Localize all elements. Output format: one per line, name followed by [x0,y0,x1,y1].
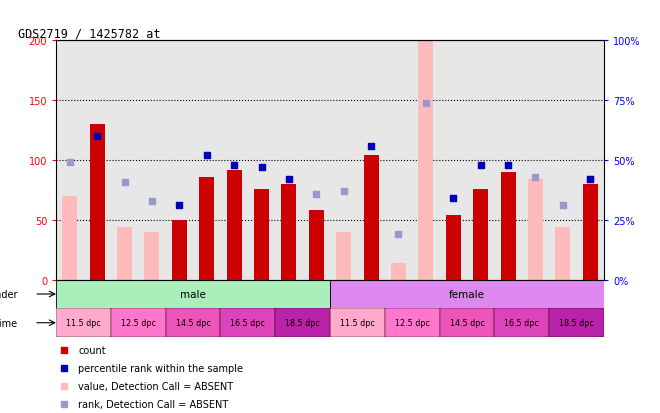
Bar [62,197,77,280]
Bar [549,41,577,280]
Bar [330,280,604,309]
Bar [117,228,132,280]
Point [65,160,75,166]
Bar [254,189,269,280]
Point [147,198,157,204]
Text: 11.5 dpc: 11.5 dpc [66,318,101,328]
Text: 18.5 dpc: 18.5 dpc [559,318,594,328]
Bar [248,41,275,280]
Bar [446,216,461,280]
Bar [199,177,214,280]
Bar [220,41,248,280]
Text: male: male [180,290,206,299]
Bar [549,309,604,337]
Bar [521,41,549,280]
Point [558,203,568,209]
Bar [336,232,351,280]
Bar [391,263,406,280]
Text: 14.5 dpc: 14.5 dpc [449,318,484,328]
Point [503,162,513,169]
Point [339,188,349,195]
Text: rank, Detection Call = ABSENT: rank, Detection Call = ABSENT [78,399,228,409]
Point [256,164,267,171]
Bar [220,309,275,337]
Point [366,143,376,150]
Bar [330,41,358,280]
Text: GDS2719 / 1425782_at: GDS2719 / 1425782_at [18,27,160,40]
Text: time: time [0,318,18,328]
Point [585,176,595,183]
Bar [364,156,379,280]
Text: percentile rank within the sample: percentile rank within the sample [78,363,243,373]
Bar [226,170,242,280]
Bar [281,185,296,280]
Point [92,133,102,140]
Bar [166,41,193,280]
Bar [145,232,160,280]
Bar [528,180,543,280]
Bar [172,220,187,280]
Bar [111,41,138,280]
Bar [577,41,604,280]
Text: 12.5 dpc: 12.5 dpc [395,318,430,328]
Text: value, Detection Call = ABSENT: value, Detection Call = ABSENT [78,381,233,391]
Bar [309,211,324,280]
Point [585,176,595,183]
Point [420,100,431,107]
Bar [385,41,412,280]
Bar [83,41,111,280]
Point [284,176,294,183]
Point [530,174,541,180]
Text: 12.5 dpc: 12.5 dpc [121,318,156,328]
Bar [412,41,440,280]
Bar [500,173,515,280]
Bar [440,41,467,280]
Bar [467,41,494,280]
Bar [385,309,440,337]
Bar [330,309,385,337]
Point [475,162,486,169]
Bar [56,309,111,337]
Point [201,152,212,159]
Text: 16.5 dpc: 16.5 dpc [230,318,265,328]
Text: 14.5 dpc: 14.5 dpc [176,318,211,328]
Point [393,231,404,238]
Text: 16.5 dpc: 16.5 dpc [504,318,539,328]
Bar [583,185,598,280]
Bar [56,41,83,280]
Bar [358,41,385,280]
Point [448,195,459,202]
Bar [90,125,105,280]
Bar [193,41,220,280]
Text: 11.5 dpc: 11.5 dpc [340,318,375,328]
Bar [418,0,434,280]
Bar [275,309,330,337]
Bar [166,309,220,337]
Point [311,191,321,197]
Bar [302,41,330,280]
Text: gender: gender [0,290,18,299]
Bar [494,41,521,280]
Bar [138,41,166,280]
Bar [494,309,549,337]
Text: count: count [78,345,106,355]
Bar [275,41,302,280]
Point [119,179,130,185]
Point [229,162,240,169]
Bar [440,309,494,337]
Text: 18.5 dpc: 18.5 dpc [285,318,320,328]
Point [174,203,185,209]
Bar [555,228,570,280]
Text: female: female [449,290,485,299]
Bar [111,309,166,337]
Bar [56,280,330,309]
Bar [473,189,488,280]
